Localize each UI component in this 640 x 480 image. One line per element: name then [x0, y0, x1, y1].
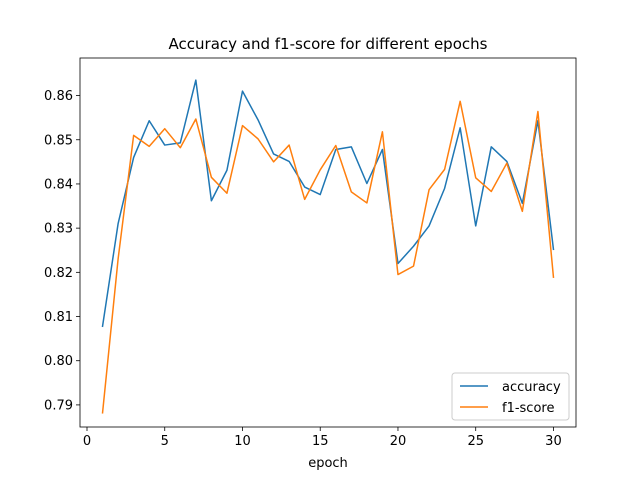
x-tick-label: 25 — [467, 434, 484, 449]
y-tick-label: 0.83 — [44, 222, 73, 237]
y-tick-label: 0.80 — [44, 354, 73, 369]
y-tick-label: 0.85 — [44, 133, 73, 148]
legend-label: f1-score — [502, 401, 554, 416]
legend-label: accuracy — [502, 380, 561, 395]
x-tick-label: 15 — [312, 434, 329, 449]
x-axis-label: epoch — [308, 456, 348, 471]
legend: accuracy f1-score — [451, 372, 570, 421]
y-tick-label: 0.79 — [44, 398, 73, 413]
y-tick-label: 0.86 — [44, 89, 73, 104]
y-tick-label: 0.82 — [44, 266, 73, 281]
y-tick-label: 0.81 — [44, 310, 73, 325]
legend-box — [451, 372, 570, 421]
series-line-f1-score — [101, 100, 555, 414]
chart-title: Accuracy and f1-score for different epoc… — [169, 35, 488, 53]
x-tick-label: 0 — [83, 434, 91, 449]
y-tick-label: 0.84 — [44, 177, 73, 192]
plot-area: 0 5 10 15 20 25 30 0.79 0.80 0.81 0.82 0.83 0.84 0.85… — [44, 57, 577, 449]
series-line-accuracy — [101, 79, 555, 328]
x-tick-label: 5 — [161, 434, 169, 449]
x-tick-label: 10 — [234, 434, 251, 449]
x-tick-label: 20 — [390, 434, 407, 449]
plot-frame — [79, 57, 577, 428]
x-tick-label: 30 — [545, 434, 562, 449]
